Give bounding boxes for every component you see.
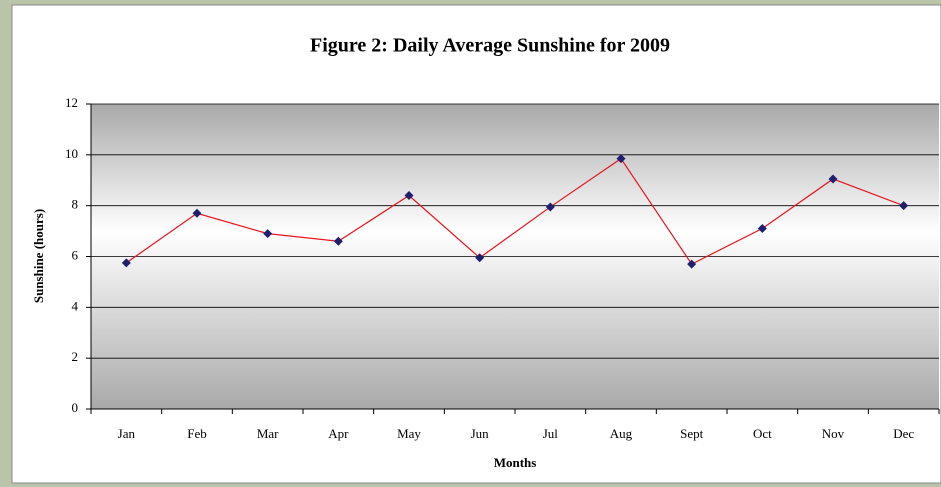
point xyxy=(757,224,767,234)
x-tick-label: Dec xyxy=(893,426,914,441)
point xyxy=(333,236,343,246)
point xyxy=(404,191,414,200)
y-tick-label: 12 xyxy=(65,95,78,110)
y-axis-title: Sunshine (hours) xyxy=(31,209,46,303)
point xyxy=(263,229,273,239)
x-tick-label: Apr xyxy=(328,426,349,441)
x-tick-label: Feb xyxy=(187,426,207,441)
x-tick-label: Jul xyxy=(543,426,559,441)
x-tick-label: Aug xyxy=(610,426,633,441)
x-tick-label: May xyxy=(397,426,421,441)
x-tick-label: Nov xyxy=(822,426,845,441)
x-tick-label: Jun xyxy=(471,426,490,441)
y-tick-label: 8 xyxy=(72,197,79,212)
point xyxy=(616,154,626,164)
y-tick-label: 0 xyxy=(72,400,79,415)
x-tick-label: Mar xyxy=(257,426,279,441)
chart-title: Figure 2: Daily Average Sunshine for 200… xyxy=(310,35,670,57)
point xyxy=(828,174,838,184)
x-axis-title: Months xyxy=(494,455,537,470)
y-tick-label: 2 xyxy=(72,349,79,364)
point xyxy=(899,201,909,211)
x-tick-label: Oct xyxy=(753,426,772,441)
point xyxy=(121,258,131,268)
y-tick-label: 4 xyxy=(72,298,79,313)
y-tick-label: 10 xyxy=(65,146,78,161)
point xyxy=(192,208,202,218)
point xyxy=(475,253,485,263)
point xyxy=(687,259,697,269)
y-tick-label: 6 xyxy=(72,247,79,262)
point xyxy=(545,202,555,212)
x-tick-label: Jan xyxy=(118,426,136,441)
x-tick-label: Sept xyxy=(680,426,704,441)
series-line xyxy=(125,157,904,265)
